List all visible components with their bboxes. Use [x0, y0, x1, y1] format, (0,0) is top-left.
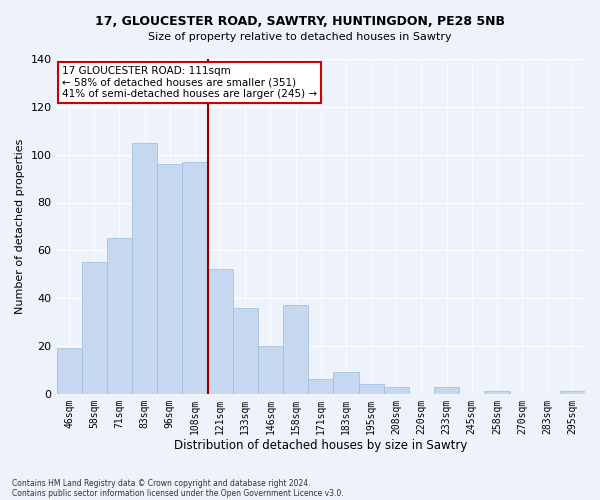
Bar: [208, 270, 233, 394]
Bar: [132, 142, 157, 394]
Bar: [308, 380, 334, 394]
Bar: [434, 386, 459, 394]
Bar: [484, 392, 509, 394]
Bar: [233, 308, 258, 394]
X-axis label: Distribution of detached houses by size in Sawtry: Distribution of detached houses by size …: [174, 440, 467, 452]
Text: 17, GLOUCESTER ROAD, SAWTRY, HUNTINGDON, PE28 5NB: 17, GLOUCESTER ROAD, SAWTRY, HUNTINGDON,…: [95, 15, 505, 28]
Bar: [560, 392, 585, 394]
Text: Size of property relative to detached houses in Sawtry: Size of property relative to detached ho…: [148, 32, 452, 42]
Bar: [334, 372, 359, 394]
Bar: [383, 386, 409, 394]
Bar: [182, 162, 208, 394]
Bar: [82, 262, 107, 394]
Bar: [107, 238, 132, 394]
Text: Contains public sector information licensed under the Open Government Licence v3: Contains public sector information licen…: [12, 488, 344, 498]
Y-axis label: Number of detached properties: Number of detached properties: [15, 138, 25, 314]
Bar: [359, 384, 383, 394]
Bar: [157, 164, 182, 394]
Bar: [283, 306, 308, 394]
Bar: [258, 346, 283, 394]
Text: Contains HM Land Registry data © Crown copyright and database right 2024.: Contains HM Land Registry data © Crown c…: [12, 478, 311, 488]
Bar: [56, 348, 82, 394]
Text: 17 GLOUCESTER ROAD: 111sqm
← 58% of detached houses are smaller (351)
41% of sem: 17 GLOUCESTER ROAD: 111sqm ← 58% of deta…: [62, 66, 317, 99]
